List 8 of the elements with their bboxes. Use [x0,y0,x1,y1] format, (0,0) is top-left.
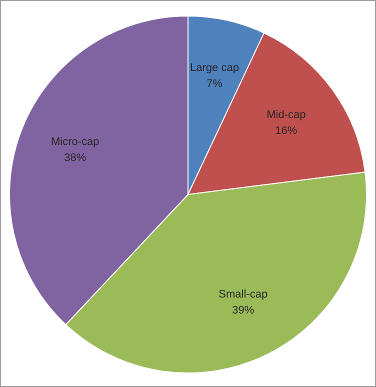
slice-label: Micro-cap [50,136,100,148]
slice-label: Small-cap [218,288,268,301]
slice-label: Large cap [190,62,239,74]
data-label: 16% [275,125,298,138]
data-label: 39% [232,304,254,317]
data-label: 38% [64,152,86,164]
slice-label: Mid-cap [266,109,306,122]
data-label: 7% [206,78,223,90]
